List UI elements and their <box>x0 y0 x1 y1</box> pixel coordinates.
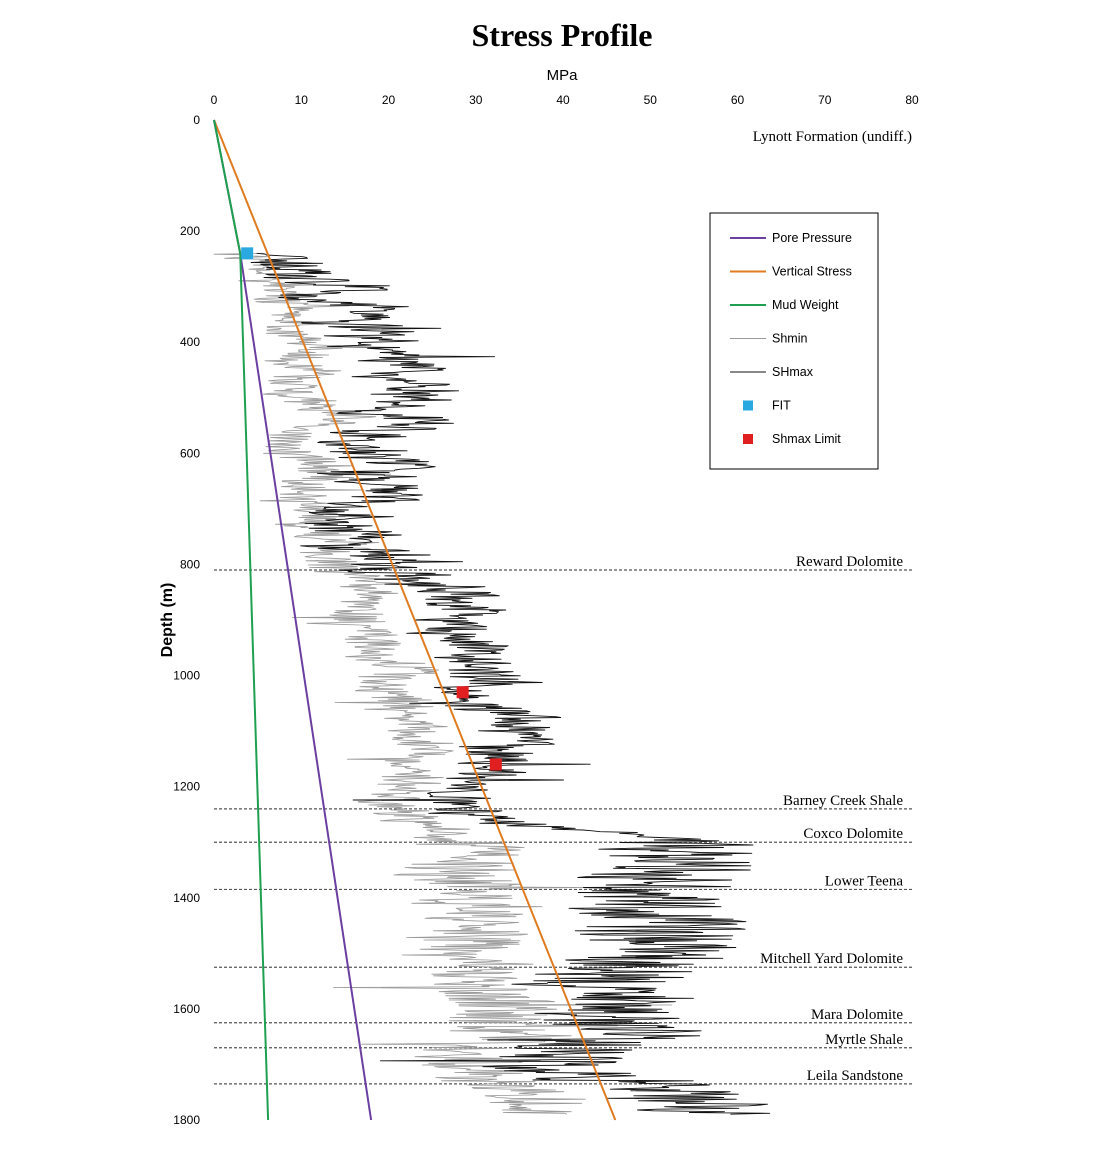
legend-swatch-limit <box>743 434 753 444</box>
y-tick-label: 400 <box>180 335 200 349</box>
x-tick-label: 20 <box>382 93 396 107</box>
chart-title: Stress Profile <box>472 17 653 53</box>
trend-lines <box>213 119 617 1121</box>
legend-swatch-fit <box>743 400 753 411</box>
formation-label: Coxco Dolomite <box>803 826 903 842</box>
legend: Pore Pressure Vertical Stress Mud Weight Sh… <box>709 212 879 470</box>
stress-log-traces <box>213 252 771 1115</box>
x-axis-ticks: 0 10 20 30 40 50 60 70 80 <box>211 93 919 107</box>
x-axis-title: MPa <box>547 67 579 84</box>
y-tick-label: 1400 <box>173 891 200 905</box>
y-tick-label: 800 <box>180 557 200 571</box>
legend-label-mud: Mud Weight <box>772 298 839 312</box>
x-tick-label: 50 <box>644 93 658 107</box>
shmax-limit-marker <box>456 686 469 699</box>
legend-label-fit: FIT <box>772 399 791 413</box>
legend-label-limit: Shmax Limit <box>772 432 841 446</box>
calibration-points <box>241 247 502 771</box>
vertical-stress-line <box>213 119 617 1121</box>
x-tick-label: 40 <box>556 93 570 107</box>
y-tick-label: 1600 <box>173 1002 200 1016</box>
shmin-trace <box>213 252 673 1115</box>
legend-label-vertical: Vertical Stress <box>772 265 852 279</box>
formation-label: Leila Sandstone <box>807 1068 904 1084</box>
x-tick-label: 0 <box>211 93 218 107</box>
formation-label: Mara Dolomite <box>811 1007 903 1023</box>
y-axis-ticks: 0 200 400 600 800 1000 1200 1400 1600 1800 <box>173 113 200 1127</box>
legend-label-shmin: Shmin <box>772 332 807 346</box>
y-axis-title: Depth (m) <box>159 583 176 658</box>
shmax-trace <box>250 252 771 1115</box>
legend-box <box>709 212 879 470</box>
legend-label-shmax: SHmax <box>772 365 814 379</box>
shmax-limit-marker <box>489 758 502 771</box>
mud-weight-line <box>213 119 270 1121</box>
y-tick-label: 200 <box>180 224 200 238</box>
formation-label: Lower Teena <box>825 873 904 889</box>
formation-label: Myrtle Shale <box>825 1032 903 1048</box>
formation-boundaries: Lynott Formation (undiff.) Reward Dolomit… <box>214 129 912 1085</box>
x-tick-label: 30 <box>469 93 483 107</box>
y-tick-label: 600 <box>180 446 200 460</box>
fit-marker <box>241 247 254 260</box>
x-tick-label: 60 <box>731 93 745 107</box>
x-tick-label: 70 <box>818 93 832 107</box>
y-tick-label: 1200 <box>173 780 200 794</box>
y-tick-label: 1800 <box>173 1113 200 1127</box>
formation-label: Reward Dolomite <box>796 554 903 570</box>
formation-label: Lynott Formation (undiff.) <box>753 129 912 145</box>
formation-label: Mitchell Yard Dolomite <box>760 951 903 967</box>
x-tick-label: 80 <box>905 93 919 107</box>
y-tick-label: 0 <box>193 113 200 127</box>
x-tick-label: 10 <box>295 93 309 107</box>
legend-label-pore: Pore Pressure <box>772 231 852 245</box>
y-tick-label: 1000 <box>173 669 200 683</box>
formation-label: Barney Creek Shale <box>783 793 903 809</box>
